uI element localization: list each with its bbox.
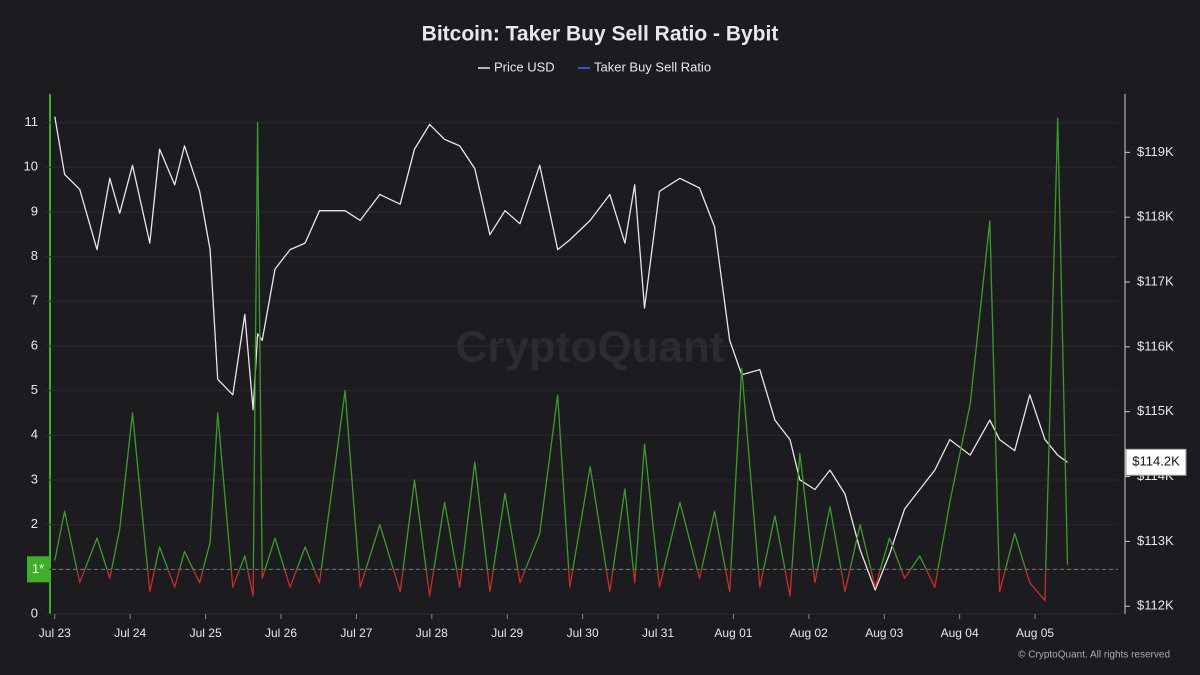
ratio-line-above	[54, 117, 1069, 570]
legend-label: Price USD	[494, 59, 555, 74]
x-tick-label: Jul 30	[567, 626, 599, 640]
x-tick-label: Aug 04	[941, 626, 979, 640]
y-tick-label: 8	[31, 248, 38, 263]
y2-tick-label: $112K	[1137, 598, 1174, 613]
x-tick-label: Jul 27	[340, 626, 372, 640]
x-tick-label: Jul 28	[416, 626, 448, 640]
y-tick-label: 9	[31, 203, 38, 218]
x-tick-label: Jul 25	[190, 626, 222, 640]
x-tick-label: Jul 24	[114, 626, 146, 640]
x-tick-label: Jul 26	[265, 626, 297, 640]
y-tick-label: 5	[31, 382, 38, 397]
y-tick-label: 10	[24, 159, 38, 174]
x-tick-label: Aug 03	[865, 626, 903, 640]
last-value-box	[1125, 448, 1187, 476]
y-tick-label: 6	[31, 337, 38, 352]
y-tick-label: 2	[31, 516, 38, 531]
y2-tick-label: $116K	[1137, 338, 1174, 353]
y-tick-label: 7	[31, 293, 38, 308]
y-tick-label: 3	[31, 471, 38, 486]
threshold-badge	[27, 556, 49, 583]
watermark: CryptoQuant	[456, 323, 725, 372]
y2-tick-label: $113K	[1137, 533, 1174, 548]
x-tick-label: Aug 01	[714, 626, 752, 640]
last-value-label: $114.2K	[1132, 454, 1180, 469]
y2-tick-label: $119K	[1137, 144, 1174, 159]
y-tick-label: 0	[31, 605, 38, 620]
y2-tick-label: $117K	[1137, 273, 1174, 288]
y2-tick-label: $118K	[1137, 209, 1174, 224]
x-tick-label: Aug 05	[1016, 626, 1054, 640]
x-tick-label: Jul 23	[39, 626, 71, 640]
y-tick-label: 11	[25, 114, 39, 129]
footer: © CryptoQuant. All rights reserved	[1018, 650, 1170, 661]
x-tick-label: Aug 02	[790, 626, 828, 640]
y2-tick-label: $115K	[1137, 403, 1174, 418]
threshold-label: 1*	[32, 561, 44, 576]
y-tick-label: 4	[31, 427, 38, 442]
x-tick-label: Jul 31	[642, 626, 674, 640]
legend-label: Taker Buy Sell Ratio	[594, 59, 711, 74]
chart-title: Bitcoin: Taker Buy Sell Ratio - Bybit	[422, 23, 779, 46]
x-tick-label: Jul 29	[491, 626, 523, 640]
price-line	[54, 116, 1068, 591]
